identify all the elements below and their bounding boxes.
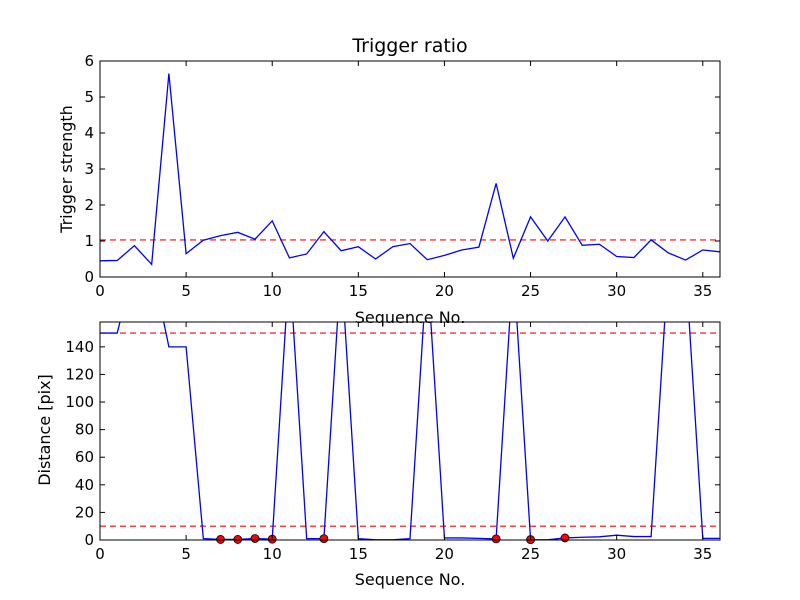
top-series-line-0 bbox=[100, 73, 720, 266]
top-x-tick-label: 35 bbox=[693, 282, 712, 300]
top-y-tick-label: 6 bbox=[84, 52, 94, 70]
top-y-tick-label: 4 bbox=[84, 124, 94, 142]
top-x-tick-label: 15 bbox=[349, 282, 368, 300]
bottom-y-tick-label: 80 bbox=[75, 421, 94, 439]
top-y-tick-label: 3 bbox=[84, 160, 94, 178]
top-y-tick-label: 5 bbox=[84, 88, 94, 106]
trigger-ratio-panel: Trigger ratio Trigger strength Sequence … bbox=[57, 35, 721, 327]
top-plot-area bbox=[100, 73, 720, 266]
top-x-tick-label: 30 bbox=[607, 282, 626, 300]
bottom-highlight-point-7 bbox=[560, 533, 570, 543]
bottom-y-tick-label: 140 bbox=[65, 338, 94, 356]
bottom-series-line-0 bbox=[100, 322, 720, 540]
top-x-tick-label: 0 bbox=[95, 282, 105, 300]
top-axes-frame bbox=[99, 60, 721, 278]
bottom-x-tick-label: 35 bbox=[693, 545, 712, 563]
distance-panel: Distance [pix] Sequence No. 0 5 10 15 20 25 30… bbox=[35, 321, 721, 589]
chart-title: Trigger ratio bbox=[351, 35, 467, 57]
bottom-plot-area bbox=[100, 322, 720, 540]
bottom-x-tick-label: 30 bbox=[607, 545, 626, 563]
top-y-tick-label: 2 bbox=[84, 196, 94, 214]
bottom-y-tick-label: 120 bbox=[65, 365, 94, 383]
top-y-tick-label: 0 bbox=[84, 268, 94, 286]
top-x-tick-label: 10 bbox=[263, 282, 282, 300]
top-x-tick-label: 5 bbox=[181, 282, 191, 300]
bottom-y-tick-label: 0 bbox=[84, 531, 94, 549]
bottom-highlight-point-2 bbox=[250, 534, 260, 543]
bottom-y-tick-label: 20 bbox=[75, 503, 94, 521]
top-x-tick-label: 25 bbox=[521, 282, 540, 300]
bottom-y-tick-label: 60 bbox=[75, 448, 94, 466]
bottom-x-tick-label: 20 bbox=[435, 545, 454, 563]
bottom-x-tick-label: 0 bbox=[95, 545, 105, 563]
bottom-highlight-point-1 bbox=[233, 535, 243, 544]
bottom-x-tick-label: 5 bbox=[181, 545, 191, 563]
top-y-tick-label: 1 bbox=[84, 232, 94, 250]
bottom-y-tick-label: 40 bbox=[75, 476, 94, 494]
bottom-x-tick-label: 25 bbox=[521, 545, 540, 563]
top-y-axis-label: Trigger strength bbox=[57, 105, 76, 234]
bottom-x-tick-label: 10 bbox=[263, 545, 282, 563]
bottom-x-axis-label: Sequence No. bbox=[355, 570, 466, 589]
bottom-highlight-point-4 bbox=[319, 534, 329, 544]
bottom-y-axis-label: Distance [pix] bbox=[35, 374, 54, 486]
top-x-axis-label: Sequence No. bbox=[355, 308, 466, 327]
top-x-tick-label: 20 bbox=[435, 282, 454, 300]
bottom-highlight-point-5 bbox=[491, 534, 501, 544]
bottom-y-tick-label: 100 bbox=[65, 393, 94, 411]
bottom-highlight-point-0 bbox=[216, 535, 225, 544]
bottom-x-tick-label: 15 bbox=[349, 545, 368, 563]
bottom-axes-frame bbox=[99, 321, 721, 541]
